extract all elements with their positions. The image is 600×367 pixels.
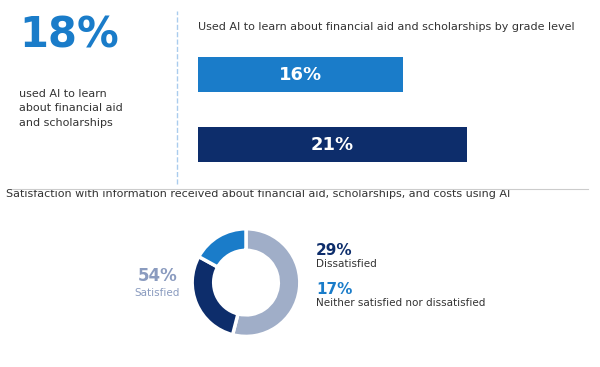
Text: used AI to learn
about financial aid
and scholarships: used AI to learn about financial aid and… (19, 88, 123, 128)
Text: 54%: 54% (137, 267, 177, 285)
Text: Dissatisfied: Dissatisfied (316, 259, 377, 269)
Bar (198, 127, 467, 163)
Text: Neither satisfied nor dissatisfied: Neither satisfied nor dissatisfied (316, 298, 485, 308)
Text: 21%: 21% (311, 136, 354, 154)
Text: 18%: 18% (19, 14, 119, 57)
Text: 17%: 17% (316, 281, 352, 297)
Wedge shape (199, 229, 246, 267)
Wedge shape (233, 229, 300, 337)
Bar (198, 57, 403, 92)
Text: 29%: 29% (316, 243, 353, 258)
Wedge shape (192, 257, 238, 335)
Text: Satisfied: Satisfied (134, 288, 180, 298)
Text: Satisfaction with information received about financial aid, scholarships, and co: Satisfaction with information received a… (6, 189, 510, 199)
Text: Used AI to learn about financial aid and scholarships by grade level: Used AI to learn about financial aid and… (198, 22, 575, 32)
Text: 16%: 16% (279, 66, 322, 84)
